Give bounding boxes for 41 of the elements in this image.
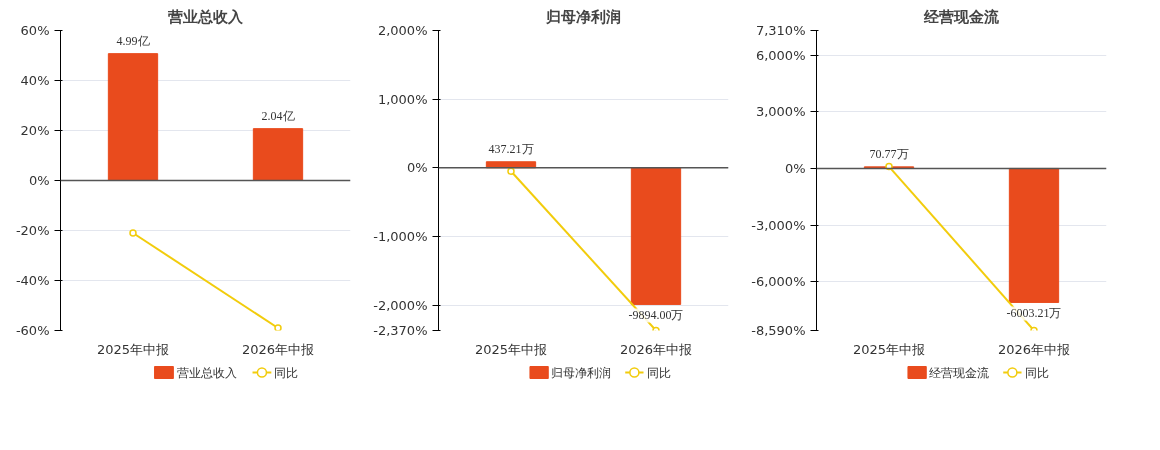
y-tick-label: -8,590% xyxy=(751,323,806,338)
y-tick-label: 7,310% xyxy=(755,23,806,38)
x-tick-label: 2025年中报 xyxy=(96,341,170,357)
y-tick-label: 1,000% xyxy=(377,91,428,107)
x-tick-label: 2026年中报 xyxy=(997,341,1071,357)
data-label: 4.99亿 xyxy=(116,33,150,48)
y-tick-label: -6,000% xyxy=(751,274,806,290)
data-label: 437.21万 xyxy=(488,141,534,156)
y-tick-label: -20% xyxy=(15,223,50,238)
legend-label: 同比 xyxy=(274,365,299,380)
y-tick-label: -3,000% xyxy=(751,217,806,233)
chart-title: 营业总收入 xyxy=(167,7,244,26)
y-tick-label: -2,370% xyxy=(373,323,428,338)
legend-label: 同比 xyxy=(646,365,671,380)
y-tick-label: 3,000% xyxy=(755,104,806,120)
legend-label: 同比 xyxy=(1024,365,1049,380)
y-tick-label: 2,000% xyxy=(377,23,428,38)
y-tick-label: -2,000% xyxy=(373,297,428,313)
legend-label: 经营现金流 xyxy=(929,365,990,380)
x-tick-label: 2026年中报 xyxy=(241,341,315,357)
y-tick-label: 60% xyxy=(20,23,50,38)
y-tick-label: 0% xyxy=(784,160,806,176)
y-tick-label: -40% xyxy=(15,273,50,288)
x-tick-label: 2025年中报 xyxy=(474,341,548,357)
y-tick-label: -60% xyxy=(15,323,50,338)
y-tick-label: 0% xyxy=(28,173,50,188)
data-label: 2.04亿 xyxy=(261,108,295,123)
y-tick-label: 6,000% xyxy=(755,47,806,63)
data-label: -6003.21万 xyxy=(1006,306,1062,321)
x-tick-label: 2025年中报 xyxy=(852,341,926,357)
chart-title: 经营现金流 xyxy=(923,7,1000,26)
chart-title: 归母净利润 xyxy=(545,7,621,26)
y-tick-label: 0% xyxy=(406,160,428,176)
y-tick-label: 40% xyxy=(20,73,50,88)
data-label: -9894.00万 xyxy=(628,308,684,323)
legend-label: 营业总收入 xyxy=(176,365,237,380)
legend-label: 归母净利润 xyxy=(551,365,612,380)
x-tick-label: 2026年中报 xyxy=(619,341,693,357)
data-label: 70.77万 xyxy=(869,146,909,161)
y-tick-label: -1,000% xyxy=(373,228,428,244)
y-tick-label: 20% xyxy=(20,123,50,138)
